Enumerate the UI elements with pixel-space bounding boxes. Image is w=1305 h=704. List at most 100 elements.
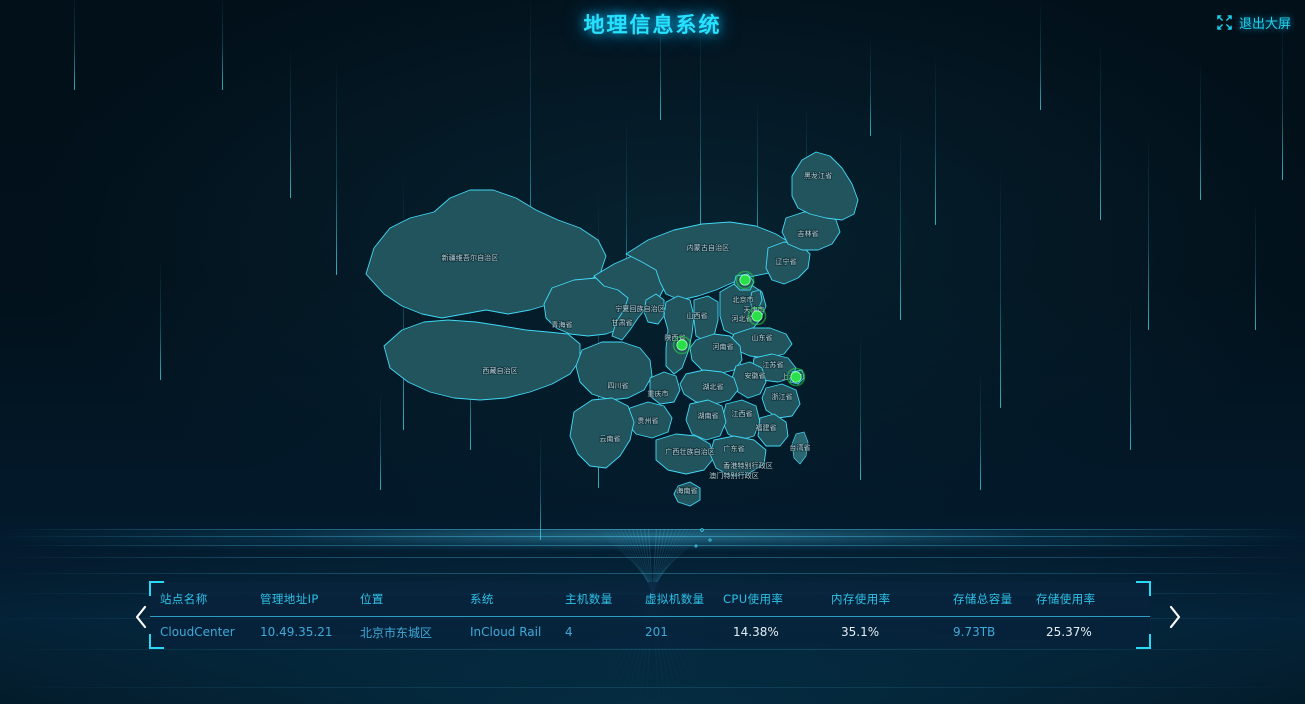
column-header[interactable]: 内存使用率 <box>831 591 891 606</box>
column-header[interactable]: 主机数量 <box>565 591 613 606</box>
province-label: 内蒙古自治区 <box>687 243 730 252</box>
marker-halo <box>786 367 806 387</box>
cell-vm-count: 201 <box>645 625 668 640</box>
site-marker-shandong[interactable] <box>747 306 767 326</box>
rain-streak <box>1255 200 1256 330</box>
rain-streak <box>1040 0 1041 110</box>
corner-bracket-top-right <box>1136 581 1151 596</box>
province-label: 陕西省 <box>664 333 685 342</box>
rain-streak <box>1130 300 1131 450</box>
cell-storage-total: 9.73TB <box>953 625 996 640</box>
cell-system: InCloud Rail <box>470 625 542 640</box>
exit-fullscreen-button[interactable]: 退出大屏 <box>1217 13 1291 32</box>
province-label: 辽宁省 <box>775 257 796 266</box>
grid-horizontal-line <box>0 687 1305 688</box>
rain-streak <box>1148 130 1149 330</box>
rain-streak <box>160 260 161 380</box>
province-label: 河南省 <box>712 342 733 351</box>
column-header[interactable]: 管理地址IP <box>260 591 319 606</box>
cell-storage-usage: 25.37% <box>1046 625 1092 640</box>
province-label: 广西壮族自治区 <box>665 447 715 456</box>
column-header[interactable]: 存储总容量 <box>953 591 1013 606</box>
province-label: 澳门特别行政区 <box>709 471 759 480</box>
province-label: 湖北省 <box>702 382 723 391</box>
rain-streak <box>626 118 627 310</box>
province-label: 重庆市 <box>647 389 668 398</box>
marker-halo <box>735 270 755 290</box>
chevron-right-icon <box>1169 605 1181 629</box>
corner-bracket-top-left <box>149 581 164 596</box>
province-label: 江苏省 <box>762 360 783 369</box>
marker-dot[interactable] <box>739 274 751 286</box>
cell-memory-usage: 35.1% <box>841 625 880 640</box>
rain-streak <box>935 55 936 225</box>
rain-streak <box>900 120 901 320</box>
province-label: 青海省 <box>551 320 572 329</box>
rain-streak <box>1000 168 1001 408</box>
province-label: 江西省 <box>731 409 752 418</box>
rain-streak <box>980 370 981 490</box>
compress-icon <box>1217 15 1232 30</box>
province-label: 山西省 <box>686 311 707 320</box>
cell-cpu-usage: 14.38% <box>733 625 779 640</box>
cell-management-ip: 10.49.35.21 <box>260 625 333 640</box>
rain-streak <box>700 10 701 240</box>
province-label: 福建省 <box>755 423 776 432</box>
site-marker-beijing[interactable] <box>735 270 755 290</box>
rain-streak <box>757 96 758 246</box>
site-data-table: 站点名称 管理地址IP 位置 系统 主机数量 虚拟机数量 CPU使用率 内存使用率 存储总容量 存… <box>149 581 1151 649</box>
province-label: 北京市 <box>732 295 753 304</box>
column-header[interactable]: 站点名称 <box>160 591 208 606</box>
province-label: 黑龙江省 <box>804 171 832 180</box>
province-label: 贵州省 <box>637 416 658 425</box>
province-label: 吉林省 <box>797 229 818 238</box>
marker-halo <box>747 306 767 326</box>
cell-host-count: 4 <box>565 625 573 640</box>
rain-streak <box>1100 40 1101 220</box>
province-label: 安徽省 <box>744 371 765 380</box>
province-label: 天津市 <box>743 305 764 314</box>
marker-halo <box>672 335 692 355</box>
table-next-button[interactable] <box>1162 602 1188 632</box>
province-label: 海南省 <box>676 486 697 495</box>
site-marker-shanghai[interactable] <box>786 367 806 387</box>
chevron-left-icon <box>135 605 147 629</box>
rain-streak <box>660 0 661 120</box>
rain-streak <box>74 0 75 90</box>
marker-dot[interactable] <box>676 339 688 351</box>
rain-streak <box>530 0 531 262</box>
column-header[interactable]: 存储使用率 <box>1036 591 1096 606</box>
province-label: 新疆维吾尔自治区 <box>442 253 499 262</box>
corner-bracket-bottom-left <box>149 634 164 649</box>
table-header-row: 站点名称 管理地址IP 位置 系统 主机数量 虚拟机数量 CPU使用率 内存使用率 存储总容量 存… <box>150 582 1150 616</box>
marker-dot[interactable] <box>790 371 802 383</box>
grid-horizontal-line <box>0 573 1305 574</box>
grid-horizontal-line <box>0 557 1305 558</box>
table-prev-button[interactable] <box>128 602 154 632</box>
column-header[interactable]: 位置 <box>360 591 384 606</box>
exit-fullscreen-label: 退出大屏 <box>1238 17 1291 32</box>
province-label: 台湾省 <box>789 443 810 452</box>
rain-streak <box>870 36 871 136</box>
grid-horizontal-line <box>0 649 1305 650</box>
corner-bracket-bottom-right <box>1136 634 1151 649</box>
rain-streak <box>540 430 541 540</box>
china-map[interactable]: 新疆维吾尔自治区 西藏自治区 青海省 甘肃省 内蒙古自治区 宁夏回族自治区 陕西省 四川省 云南… <box>330 78 990 548</box>
rain-streak <box>336 60 337 275</box>
marker-dot[interactable] <box>751 310 763 322</box>
site-marker-shaanxi[interactable] <box>672 335 692 355</box>
rain-streak <box>290 48 291 198</box>
column-header[interactable]: 系统 <box>470 591 494 606</box>
page-title: 地理信息系统 <box>583 13 722 37</box>
column-header[interactable]: CPU使用率 <box>723 591 784 606</box>
column-header[interactable]: 虚拟机数量 <box>645 591 705 606</box>
province-label: 山东省 <box>751 333 772 342</box>
rain-streak <box>598 188 599 488</box>
province-label: 甘肃省 <box>611 318 632 327</box>
table: 站点名称 管理地址IP 位置 系统 主机数量 虚拟机数量 CPU使用率 内存使用率 存储总容量 存… <box>150 582 1150 648</box>
rain-streak <box>222 0 223 90</box>
province-label: 香港特别行政区 <box>723 461 773 470</box>
table-row[interactable]: CloudCenter 10.49.35.21 北京市东城区 InCloud Rail… <box>150 616 1150 648</box>
province-label: 湖南省 <box>697 411 718 420</box>
